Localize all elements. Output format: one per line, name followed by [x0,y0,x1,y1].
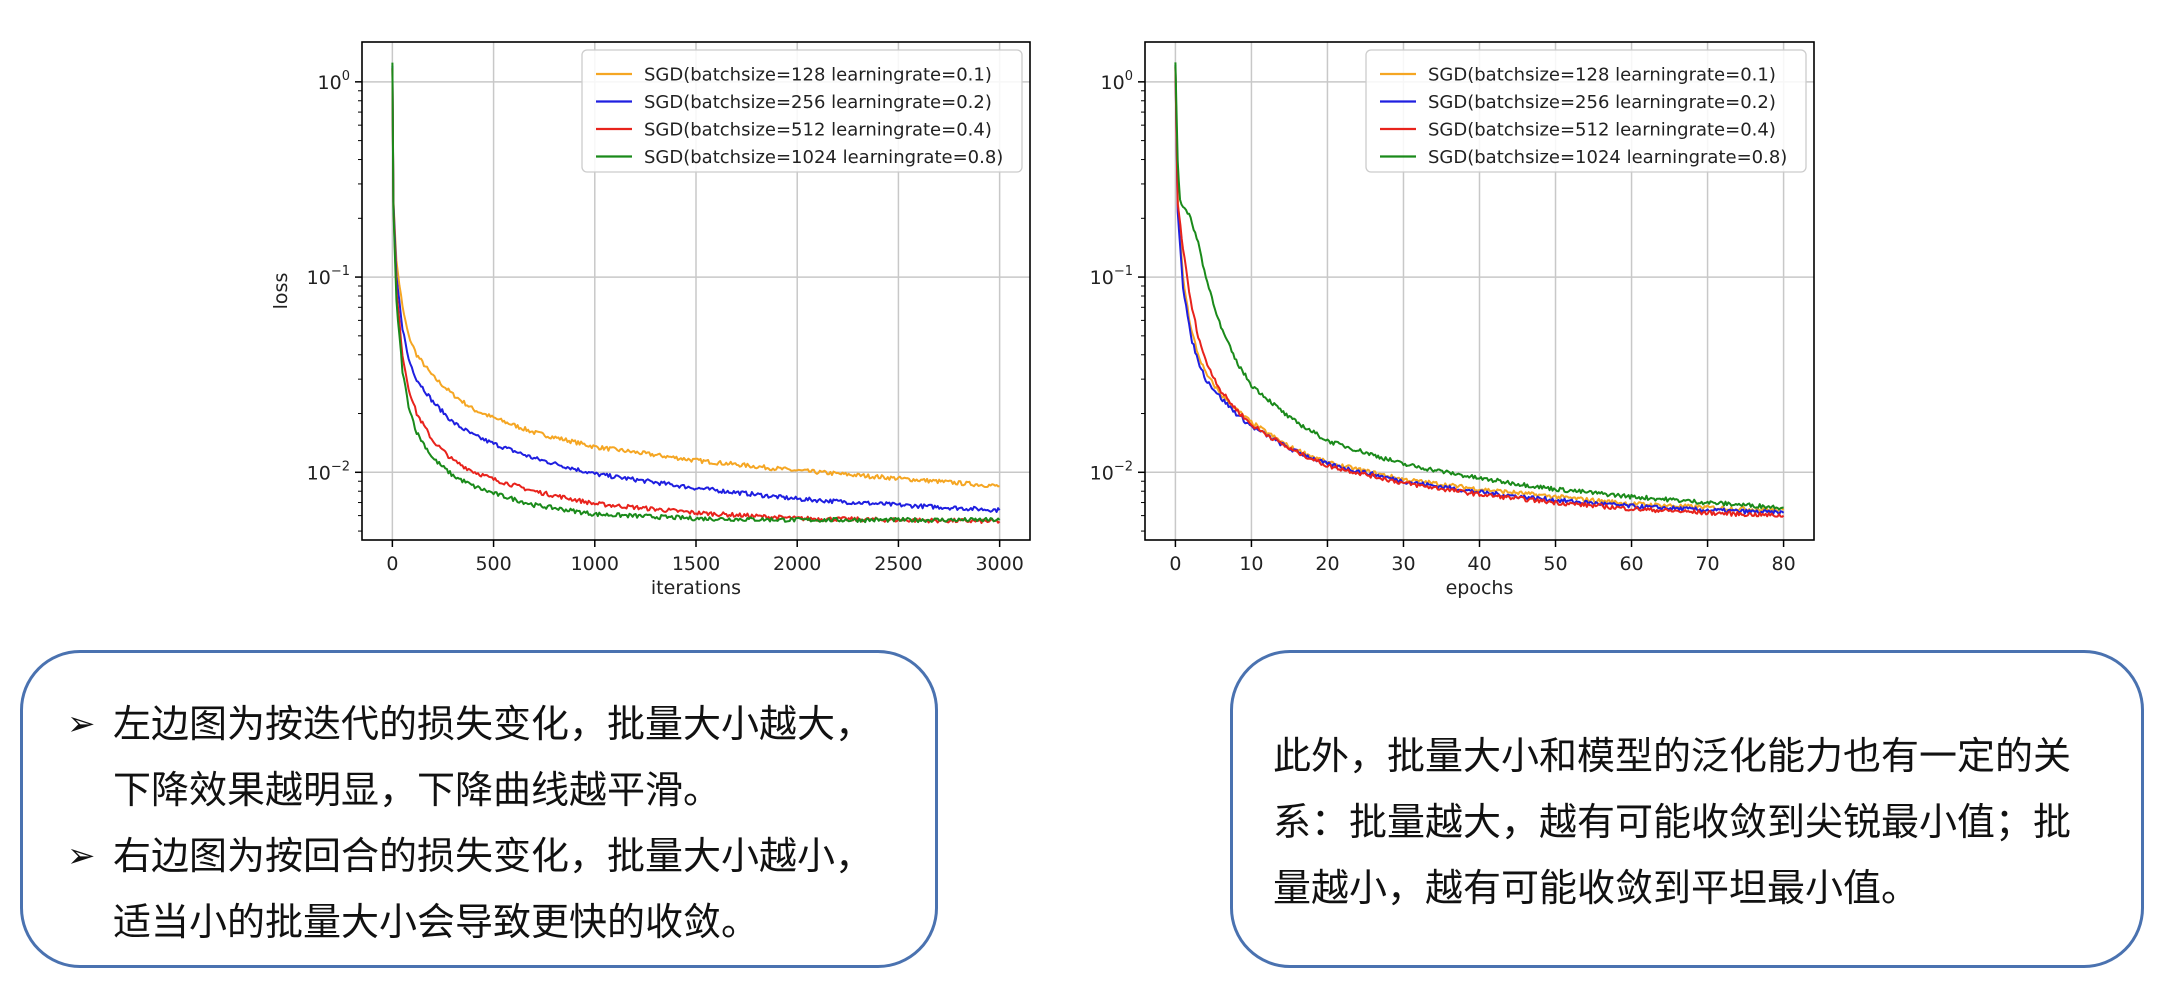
bullet-item: ➢ 左边图为按迭代的损失变化，批量大小越大， 下降效果越明显，下降曲线越平滑。 [67,691,895,823]
series-line [1174,67,1785,518]
legend-label: SGD(batchsize=256 learningrate=0.2) [644,92,992,113]
bullet-text-line: 适当小的批量大小会导致更快的收敛。 [113,900,760,944]
bullet-text-line: 左边图为按迭代的损失变化，批量大小越大， [113,702,874,746]
x-axis-label: iterations [651,577,741,599]
x-tick-label: 30 [1391,553,1415,575]
x-tick-label: 50 [1543,553,1567,575]
legend-label: SGD(batchsize=1024 learningrate=0.8) [644,147,1003,168]
y-tick-label: 100 [318,69,350,94]
x-tick-label: 70 [1695,553,1719,575]
y-tick-label: 100 [1101,69,1133,94]
legend-label: SGD(batchsize=256 learningrate=0.2) [1428,92,1776,113]
legend-label: SGD(batchsize=512 learningrate=0.4) [1428,120,1776,141]
x-tick-label: 0 [1169,553,1181,575]
x-tick-label: 2500 [874,553,922,575]
arrow-bullet-icon: ➢ [67,836,96,876]
bullet-text-line: 下降效果越明显，下降曲线越平滑。 [113,768,722,812]
x-tick-label: 1000 [571,553,619,575]
right-explanation-box: 此外，批量大小和模型的泛化能力也有一定的关 系：批量越大，越有可能收敛到尖锐最小… [1230,650,2144,968]
legend-box [1365,49,1807,173]
series-line [391,65,1001,513]
legend-label: SGD(batchsize=128 learningrate=0.1) [1428,65,1776,86]
paragraph-line: 量越小，越有可能收敛到平坦最小值。 [1273,866,1920,910]
series-line [391,68,1000,488]
x-tick-label: 500 [475,553,511,575]
x-tick-label: 20 [1315,553,1339,575]
paragraph-line: 此外，批量大小和模型的泛化能力也有一定的关 [1273,734,2072,778]
y-tick-label: 10−1 [307,264,350,289]
legend-box [581,49,1023,173]
x-tick-label: 3000 [975,553,1023,575]
bullet-text-line: 右边图为按回合的损失变化，批量大小越小， [113,834,874,878]
arrow-bullet-icon: ➢ [67,704,96,744]
y-axis-label: loss [270,273,292,310]
chart-right: 0102030405060708010010−110−2epochslossSG… [1090,41,1815,599]
x-tick-label: 40 [1467,553,1491,575]
y-tick-label: 10−1 [1090,264,1133,289]
chart-left: 0 500 1000 1500 2000 2500 3000 100 10−1 10−2 itera… [270,41,1031,599]
left-explanation-box: ➢ 左边图为按迭代的损失变化，批量大小越大， 下降效果越明显，下降曲线越平滑。 … [20,650,938,968]
series-line [391,62,1001,524]
legend-label: SGD(batchsize=1024 learningrate=0.8) [1428,147,1787,168]
x-tick-label: 0 [386,553,398,575]
x-tick-label: 60 [1619,553,1643,575]
x-tick-label: 10 [1239,553,1263,575]
legend-label: SGD(batchsize=128 learningrate=0.1) [644,65,992,86]
legend-label: SGD(batchsize=512 learningrate=0.4) [644,120,992,141]
x-tick-label: 1500 [672,553,720,575]
y-tick-label: 10−2 [307,459,350,484]
x-tick-label: 2000 [773,553,821,575]
x-axis-label: epochs [1446,577,1514,599]
paragraph-line: 系：批量越大，越有可能收敛到尖锐最小值；批 [1273,800,2072,844]
y-tick-label: 10−2 [1090,459,1133,484]
series-line [1174,62,1784,511]
bullet-item: ➢ 右边图为按回合的损失变化，批量大小越小， 适当小的批量大小会导致更快的收敛。 [67,823,895,955]
x-tick-label: 80 [1771,553,1795,575]
